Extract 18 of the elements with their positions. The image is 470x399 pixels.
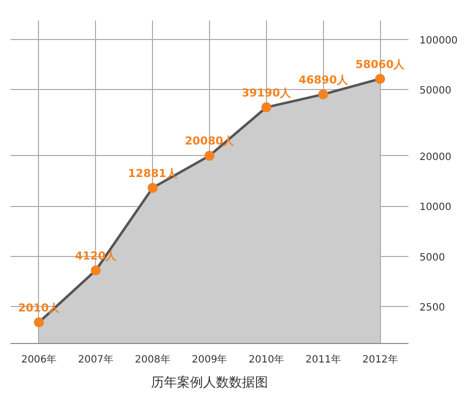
data-label: 46890人 [298, 73, 349, 86]
y-tick-label: 2500 [420, 302, 445, 314]
x-tick-label: 2012年 [362, 354, 398, 366]
x-tick-label: 2011年 [305, 354, 341, 366]
y-tick-label: 10000 [420, 202, 452, 214]
text: 历年案例人数数据图 [151, 374, 268, 390]
data-label: 39190人 [242, 86, 292, 100]
data-label: 58060人 [355, 58, 406, 71]
y-tick-label: 20000 [420, 152, 452, 163]
data-label: 12881人 [128, 166, 178, 180]
x-tick-label: 2008年 [134, 354, 170, 366]
x-tick-label: 2009年 [192, 354, 228, 366]
x-tick-label: 2006年 [21, 354, 57, 366]
y-tick-label: 50000 [420, 86, 452, 97]
x-tick-label: 2007年 [78, 354, 114, 366]
x-tick-label: 2010年 [248, 354, 284, 366]
y-tick-label: 100000 [420, 35, 458, 46]
y-tick-label: 5000 [420, 252, 445, 264]
